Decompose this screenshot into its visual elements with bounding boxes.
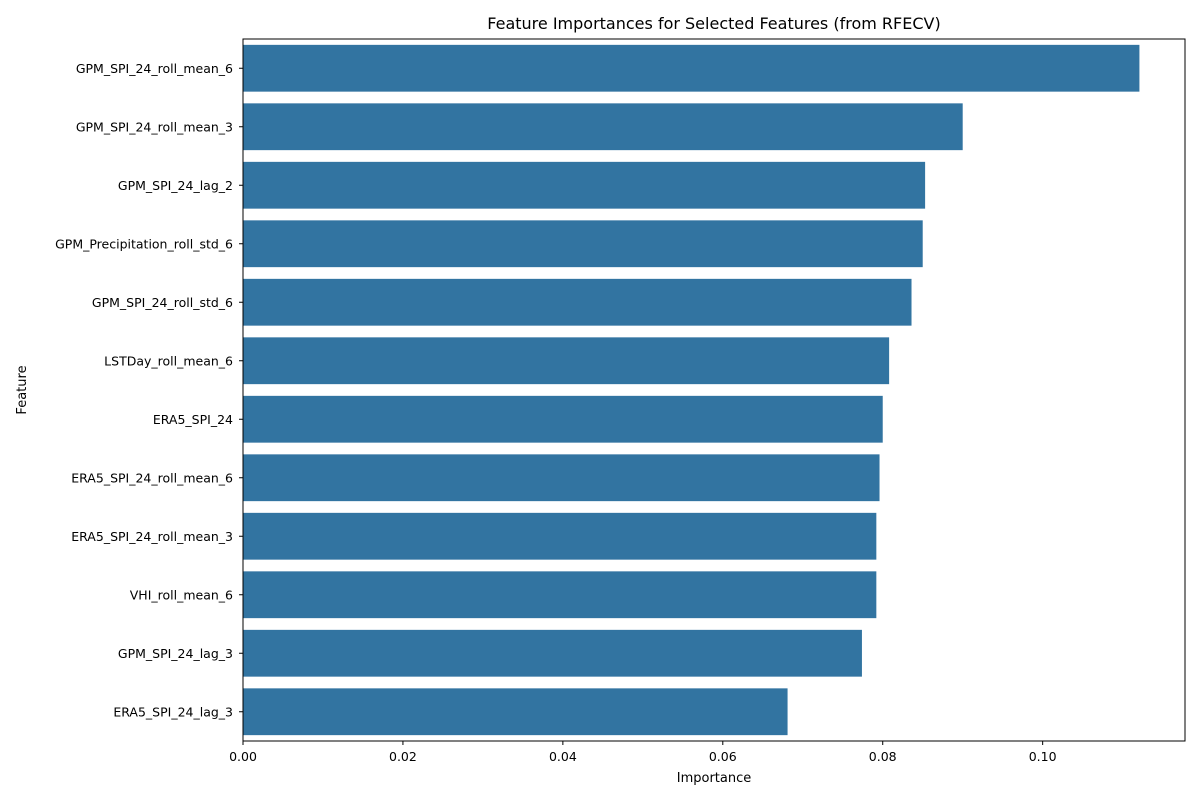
bar-1 (243, 103, 963, 151)
x-axis-ticks: 0.00 0.02 0.04 0.06 0.08 0.10 (229, 741, 1057, 764)
y-tick-label-11: ERA5_SPI_24_lag_3 (113, 704, 233, 719)
y-tick-label-8: ERA5_SPI_24_roll_mean_3 (71, 529, 233, 544)
y-axis-label: Feature (15, 365, 30, 414)
x-axis-label: Importance (677, 771, 752, 786)
y-tick-label-2: GPM_SPI_24_lag_2 (118, 178, 233, 193)
x-tick-label-0: 0.00 (229, 749, 257, 764)
y-tick-label-1: GPM_SPI_24_roll_mean_3 (76, 119, 233, 134)
bar-0 (243, 44, 1140, 92)
y-tick-label-9: VHI_roll_mean_6 (130, 587, 233, 602)
x-tick-label-4: 0.08 (869, 749, 897, 764)
bar-2 (243, 161, 926, 209)
axes-frame (242, 38, 1186, 742)
y-tick-label-10: GPM_SPI_24_lag_3 (118, 646, 233, 661)
bar-3 (243, 220, 923, 268)
y-axis-ticks: GPM_SPI_24_roll_mean_6 GPM_SPI_24_roll_me… (55, 61, 243, 719)
x-tick-label-2: 0.04 (549, 749, 577, 764)
x-tick-label-1: 0.02 (389, 749, 417, 764)
bar-8 (243, 512, 877, 560)
y-tick-label-5: LSTDay_roll_mean_6 (104, 353, 233, 368)
x-tick-label-3: 0.06 (709, 749, 737, 764)
y-tick-label-7: ERA5_SPI_24_roll_mean_6 (71, 470, 233, 485)
y-tick-label-6: ERA5_SPI_24 (153, 412, 233, 427)
bar-10 (243, 629, 862, 677)
bars-group (243, 44, 1140, 736)
bar-9 (243, 571, 877, 619)
x-tick-label-5: 0.10 (1029, 749, 1057, 764)
bar-7 (243, 454, 880, 502)
y-tick-label-0: GPM_SPI_24_roll_mean_6 (76, 61, 233, 76)
chart-title: Feature Importances for Selected Feature… (487, 14, 940, 33)
bar-4 (243, 278, 912, 326)
bar-11 (243, 688, 788, 736)
bar-6 (243, 395, 883, 443)
bar-5 (243, 337, 890, 385)
plot-frame (242, 38, 1186, 742)
y-tick-label-4: GPM_SPI_24_roll_std_6 (92, 295, 233, 310)
y-tick-label-3: GPM_Precipitation_roll_std_6 (55, 236, 233, 251)
